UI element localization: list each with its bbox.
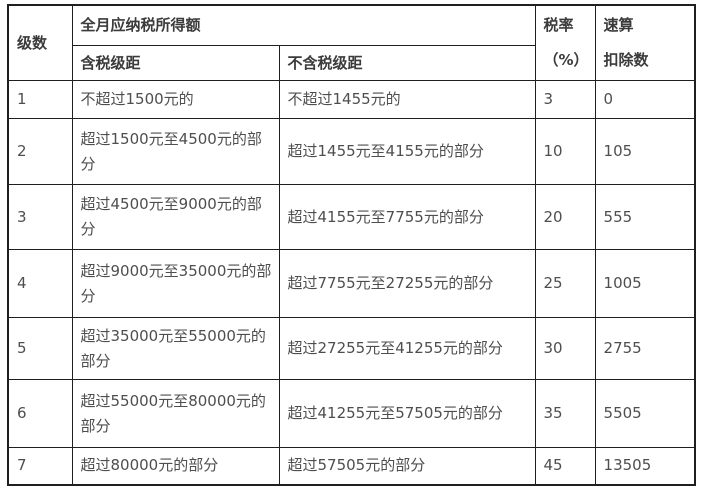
cell-deduction: 105 [594, 118, 696, 185]
header-monthly-taxable-income: 全月应纳税所得额 [71, 4, 536, 47]
cell-level: 3 [7, 184, 73, 250]
cell-exclusive-bracket: 超过4155元至7755元的部分 [278, 184, 536, 250]
table-row: 5 超过35000元至55000元的部分 超过27255元至41255元的部分 … [7, 317, 696, 380]
cell-level: 4 [7, 249, 73, 318]
table-row: 2 超过1500元至4500元的部分 超过1455元至4155元的部分 10 1… [7, 118, 696, 185]
table-row: 4 超过9000元至35000元的部分 超过7755元至27255元的部分 25… [7, 249, 696, 318]
cell-inclusive-bracket: 超过4500元至9000元的部分 [71, 184, 280, 250]
header-tax-rate: 税率 （%） [534, 4, 596, 81]
cell-inclusive-bracket: 不超过1500元的 [71, 80, 280, 119]
table-row: 6 超过55000元至80000元的部分 超过41255元至57505元的部分 … [7, 379, 696, 448]
cell-level: 1 [7, 80, 73, 119]
cell-rate: 45 [534, 447, 596, 485]
cell-inclusive-bracket: 超过1500元至4500元的部分 [71, 118, 280, 185]
cell-level: 6 [7, 379, 73, 448]
cell-exclusive-bracket: 超过1455元至4155元的部分 [278, 118, 536, 185]
cell-rate: 25 [534, 249, 596, 318]
table-row: 7 超过80000元的部分 超过57505元的部分 45 13505 [7, 447, 696, 485]
cell-rate: 30 [534, 317, 596, 380]
cell-deduction: 2755 [594, 317, 696, 380]
cell-deduction: 555 [594, 184, 696, 250]
tax-rate-table: 级数 全月应纳税所得额 税率 （%） 速算 扣除数 含税级距 不含税级距 1 不… [7, 4, 697, 486]
table-row: 3 超过4500元至9000元的部分 超过4155元至7755元的部分 20 5… [7, 184, 696, 250]
cell-exclusive-bracket: 超过27255元至41255元的部分 [278, 317, 536, 380]
cell-level: 5 [7, 317, 73, 380]
cell-level: 2 [7, 118, 73, 185]
header-row-2: 含税级距 不含税级距 [8, 45, 695, 81]
cell-exclusive-bracket: 超过57505元的部分 [278, 447, 536, 485]
cell-rate: 35 [534, 379, 596, 448]
cell-rate: 20 [534, 184, 596, 250]
cell-rate: 3 [534, 80, 596, 119]
header-level: 级数 [7, 4, 73, 81]
cell-exclusive-bracket: 超过41255元至57505元的部分 [278, 379, 536, 448]
cell-exclusive-bracket: 不超过1455元的 [278, 80, 536, 119]
cell-inclusive-bracket: 超过35000元至55000元的部分 [71, 317, 280, 380]
cell-inclusive-bracket: 超过80000元的部分 [71, 447, 280, 485]
cell-deduction: 13505 [594, 447, 696, 485]
cell-deduction: 1005 [594, 249, 696, 318]
cell-deduction: 0 [594, 80, 696, 119]
table-row: 1 不超过1500元的 不超过1455元的 3 0 [7, 80, 696, 119]
cell-rate: 10 [534, 118, 596, 185]
header-tax-exclusive-bracket: 不含税级距 [278, 45, 536, 81]
header-quick-deduction: 速算 扣除数 [594, 4, 696, 81]
cell-level: 7 [7, 447, 73, 485]
header-row-1: 级数 全月应纳税所得额 税率 （%） 速算 扣除数 [7, 4, 696, 81]
cell-exclusive-bracket: 超过7755元至27255元的部分 [278, 249, 536, 318]
cell-inclusive-bracket: 超过55000元至80000元的部分 [71, 379, 280, 448]
header-tax-inclusive-bracket: 含税级距 [71, 45, 280, 81]
cell-deduction: 5505 [594, 379, 696, 448]
cell-inclusive-bracket: 超过9000元至35000元的部分 [71, 249, 280, 318]
